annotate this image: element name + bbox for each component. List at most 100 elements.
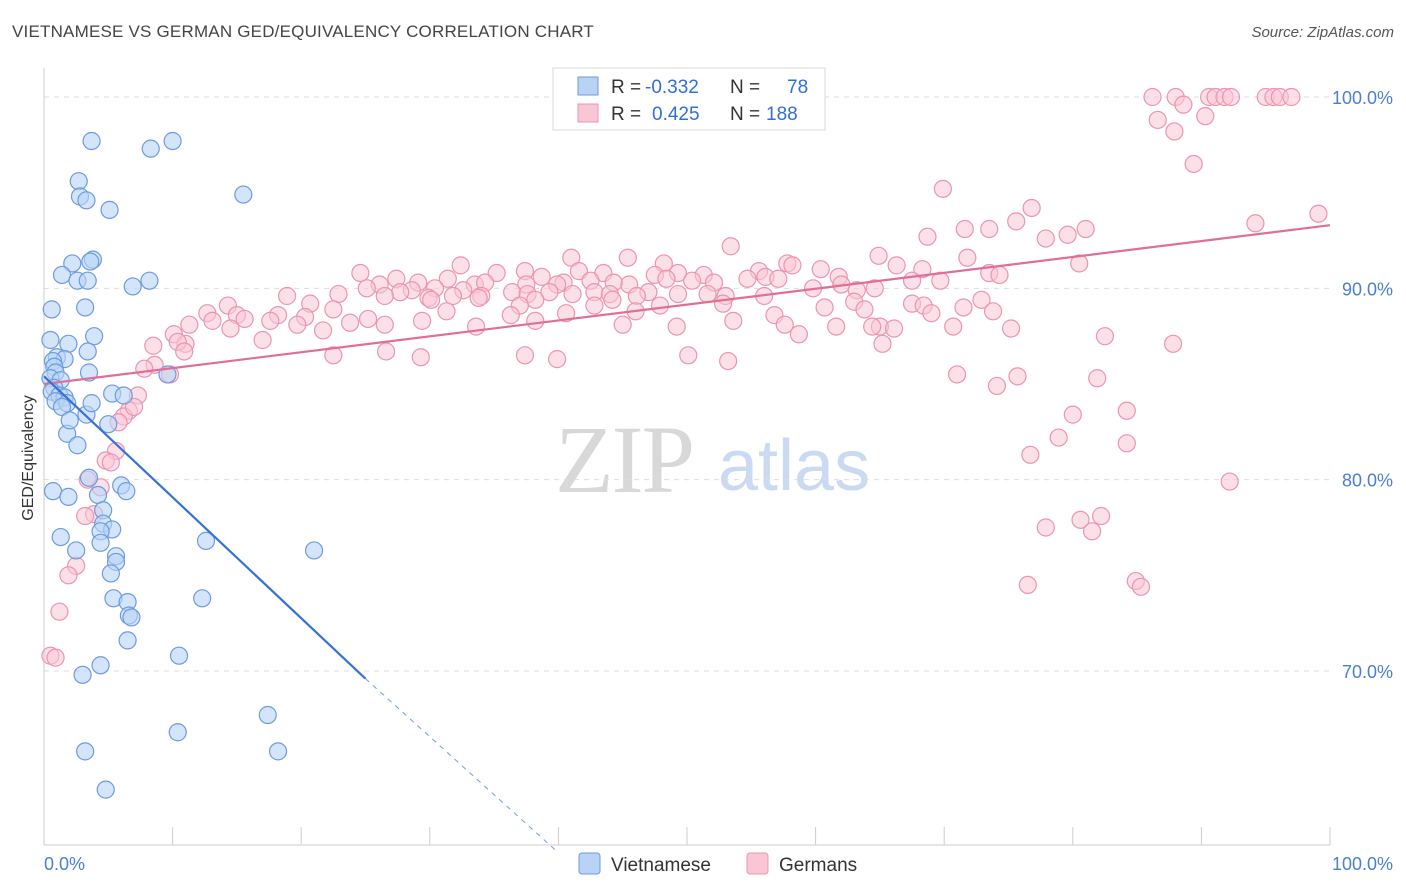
germans-point (815, 298, 834, 317)
germans-point (811, 260, 830, 279)
vietnamese-point (59, 334, 78, 353)
germans-point (955, 219, 974, 239)
germans-point (947, 365, 967, 384)
stats-legend: R = -0.332 N = 78 R = 0.425 N = 188 (552, 67, 826, 131)
germans-point (983, 302, 1003, 321)
germans-point (990, 265, 1009, 285)
x-axis-ticks (43, 827, 1331, 845)
vietnamese-point (79, 468, 99, 487)
vietnamese-point (101, 564, 120, 583)
germans-point (391, 283, 410, 302)
vietnamese-point (168, 723, 187, 742)
germans-point (357, 279, 376, 298)
germans-point (351, 263, 370, 283)
vietnamese-point (63, 254, 82, 273)
vietnamese-point (91, 656, 110, 675)
germans-point (922, 304, 941, 323)
germans-point (1070, 254, 1089, 273)
germans-r-value: 0.425 (652, 104, 700, 125)
germans-point (789, 325, 808, 344)
germans-point (1196, 107, 1215, 126)
vietnamese-point (51, 527, 70, 547)
legend-germans-label: Germans (779, 855, 857, 876)
germans-point (438, 269, 457, 288)
germans-point (873, 334, 892, 353)
vietnamese-point (76, 742, 95, 761)
germans-swatch (577, 103, 599, 123)
y-tick-label: 90.0% (1342, 279, 1393, 299)
vietnamese-point (258, 705, 277, 725)
vietnamese-point (169, 646, 189, 665)
vietnamese-point (163, 131, 182, 151)
vietnamese-point (118, 631, 137, 650)
germans-point (1165, 122, 1184, 141)
germans-point (944, 317, 963, 336)
vietnamese-r-label: R = (611, 77, 641, 98)
germans-point (203, 311, 222, 330)
germans-point (1071, 510, 1090, 529)
germans-point (1001, 319, 1021, 338)
germans-point (469, 288, 488, 307)
germans-point (987, 376, 1007, 396)
vietnamese-point (193, 589, 212, 608)
germans-point (1220, 472, 1239, 491)
germans-point (76, 506, 95, 526)
germans-point (869, 246, 888, 265)
germans-point (1143, 87, 1162, 107)
germans-point (358, 309, 378, 329)
vietnamese-point (140, 271, 159, 290)
vietnamese-r-value: -0.332 (645, 77, 699, 98)
germans-point (421, 290, 441, 309)
germans-point (563, 284, 582, 304)
germans-point (1282, 87, 1301, 107)
vietnamese-point (41, 330, 60, 350)
germans-point (972, 290, 991, 309)
vietnamese-point (77, 191, 96, 210)
germans-point (532, 267, 551, 286)
vietnamese-point (82, 394, 101, 413)
vietnamese-point (78, 271, 97, 290)
germans-point (526, 311, 545, 330)
germans-point (313, 321, 333, 340)
vietnamese-point (82, 131, 101, 151)
germans-point (437, 302, 456, 321)
germans-point (1174, 95, 1193, 114)
germans-point (261, 311, 280, 330)
germans-point (180, 315, 199, 334)
series-legend: Vietnamese Germans (578, 852, 857, 876)
germans-point (1117, 401, 1136, 420)
germans-point (618, 248, 637, 267)
germans-point (724, 311, 743, 330)
germans-point (650, 296, 670, 315)
germans-point (515, 346, 535, 365)
germans-point (827, 317, 846, 336)
germans-point (713, 294, 733, 313)
y-tick-label: 100.0% (1332, 88, 1393, 108)
germans-point (324, 300, 343, 319)
germans-point (329, 284, 348, 304)
vietnamese-point (117, 482, 136, 501)
vietnamese-point (196, 531, 216, 550)
watermark-zip: ZIP (555, 406, 693, 513)
germans-point (1131, 577, 1151, 596)
germans-point (1246, 214, 1265, 233)
germans-point (855, 300, 874, 319)
germans-point (548, 350, 567, 369)
germans-point (1007, 212, 1026, 231)
germans-point (683, 271, 702, 290)
vietnamese-point (85, 327, 104, 346)
germans-point (375, 286, 394, 306)
trend-lines (43, 224, 1331, 854)
series-vietnamese (41, 131, 324, 799)
vietnamese-point (42, 300, 61, 319)
vietnamese-point (59, 487, 78, 506)
germans-point (1117, 434, 1136, 453)
germans-point (144, 336, 163, 355)
germans-point (884, 319, 904, 338)
germans-point (1036, 229, 1055, 248)
germans-point (1063, 405, 1082, 424)
germans-point (501, 306, 520, 325)
germans-point (627, 286, 646, 306)
germans-point (783, 256, 802, 275)
